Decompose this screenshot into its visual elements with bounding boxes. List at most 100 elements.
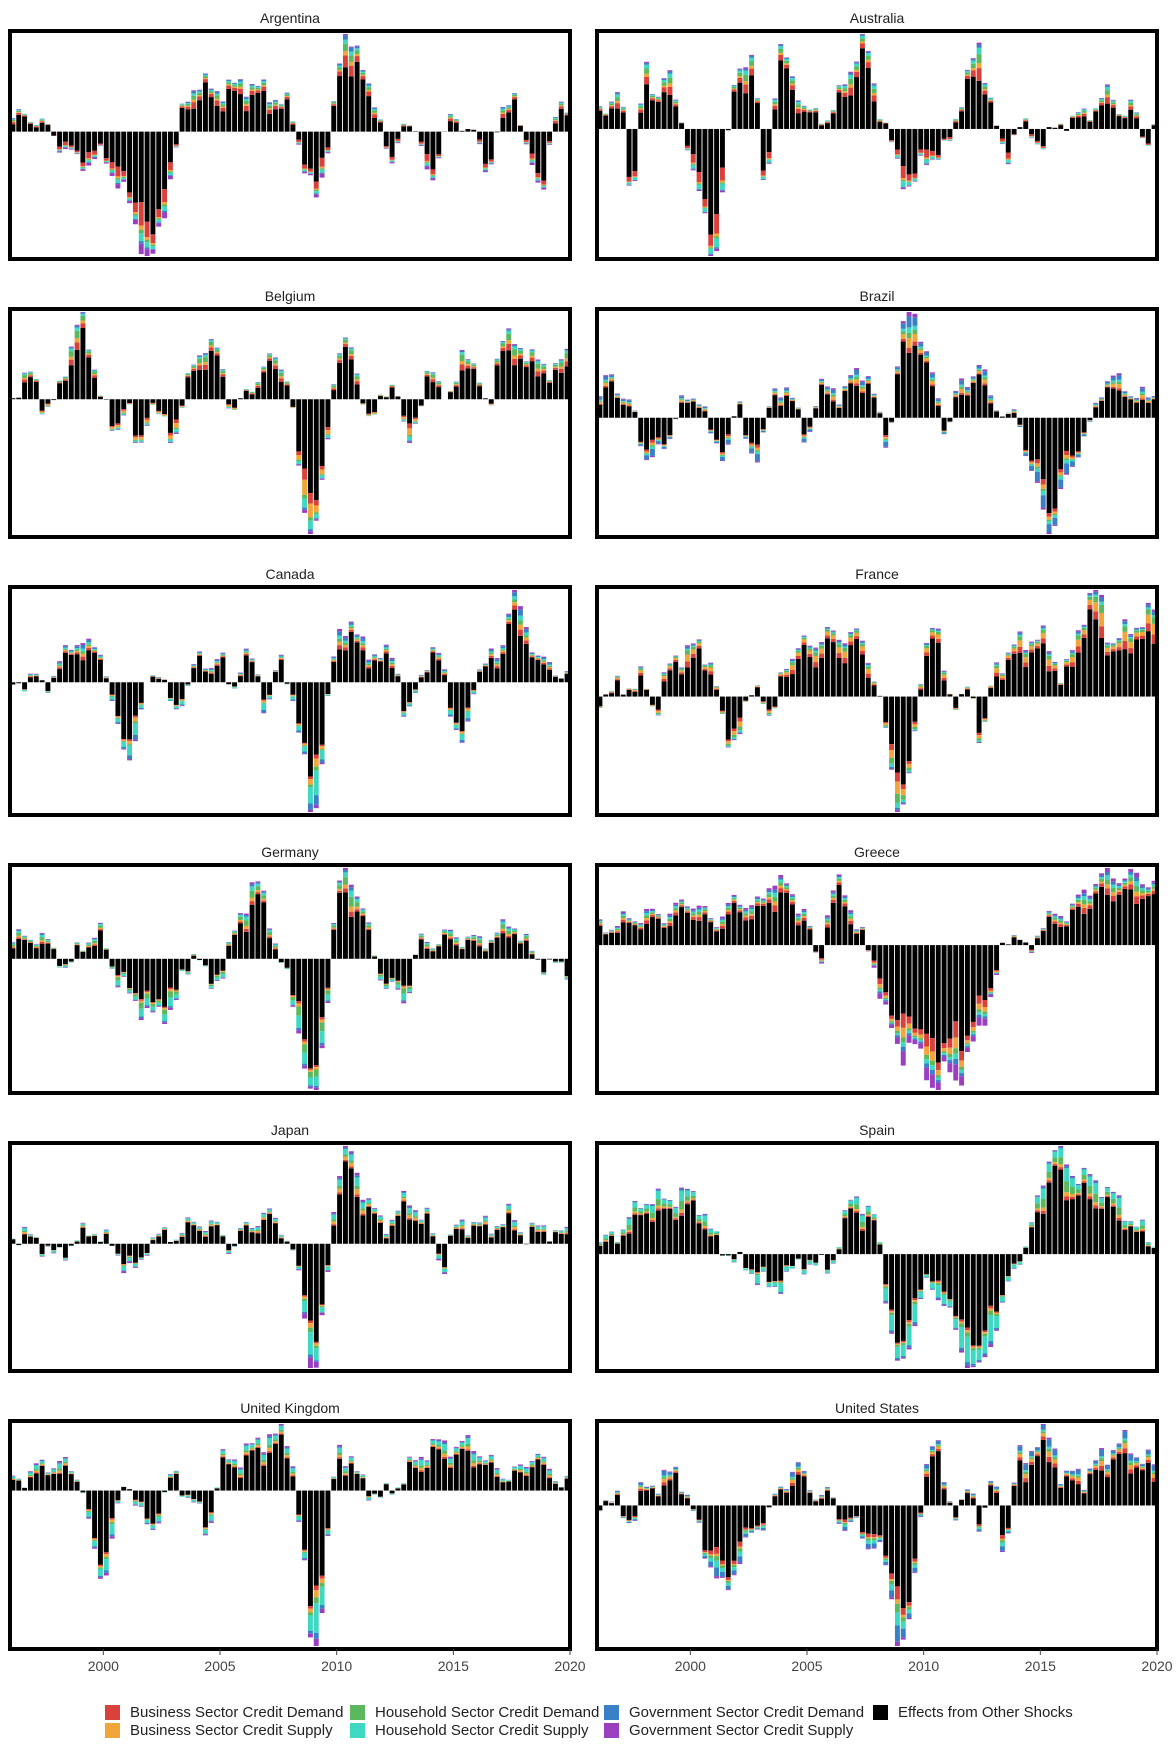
bar-segment-hd (778, 401, 784, 403)
bar-segment-hd (795, 104, 801, 108)
bar-segment-ot (197, 100, 203, 132)
bar-segment-hs (918, 346, 924, 349)
bar-segment-bs (918, 349, 924, 353)
bar-segment-gs (819, 962, 825, 964)
bar-segment-hs (661, 924, 667, 926)
bar-segment-hs (337, 635, 343, 639)
bar-segment-gs (690, 908, 696, 911)
bar-segment-bs (232, 408, 238, 410)
bar-segment-bd (552, 367, 558, 370)
bar-segment-bd (953, 707, 959, 709)
bar-segment-hs (541, 185, 547, 188)
bar-segment-ot (541, 958, 547, 973)
bar-segment-bs (506, 108, 512, 110)
bar-segment-ot (667, 94, 673, 129)
bar-segment-gd (959, 1073, 965, 1077)
bar-segment-bd (725, 434, 731, 437)
bar-segment-bd (836, 89, 842, 93)
bar-segment-bd (719, 167, 725, 181)
bar-segment-hd (690, 163, 696, 165)
bar-segment-bs (609, 378, 615, 381)
bar-segment-hd (232, 932, 238, 934)
bar-segment-ot (725, 696, 731, 740)
bar-segment-bs (1099, 102, 1105, 104)
bar-segment-bd (900, 784, 906, 790)
bar-segment-ot (383, 397, 389, 400)
bar-segment-bd (261, 86, 267, 91)
bar-segment-hd (772, 391, 778, 393)
bars-canada (10, 590, 570, 812)
bar-segment-bs (883, 723, 889, 726)
bar-segment-ot (1023, 417, 1029, 451)
bar-segment-hs (638, 104, 644, 107)
bar-segment-bs (173, 423, 179, 429)
bar-segment-hs (719, 455, 725, 457)
bar-segment-ot (830, 113, 836, 129)
bar-segment-gs (237, 79, 243, 80)
bar-segment-bs (366, 927, 372, 929)
bar-segment-bd (801, 434, 807, 436)
bar-segment-hd (842, 899, 848, 902)
bar-segment-gs (1064, 472, 1070, 475)
bar-segment-bs (789, 900, 795, 902)
bar-segment-bd (1069, 117, 1075, 118)
bar-segment-gs (331, 656, 337, 658)
bar-segment-gd (906, 1033, 912, 1036)
bar-segment-hs (459, 352, 465, 355)
bar-segment-ot (836, 657, 842, 697)
bar-segment-gd (1093, 403, 1099, 405)
bar-segment-hs (459, 734, 465, 740)
bar-segment-bd (1023, 450, 1029, 452)
bar-segment-ot (929, 386, 935, 418)
bar-segment-bd (976, 732, 982, 736)
bar-segment-hd (918, 1038, 924, 1040)
bar-segment-gd (935, 399, 941, 402)
bar-segment-hs (185, 103, 191, 105)
bar-segment-bs (80, 320, 86, 324)
bar-segment-hs (529, 653, 535, 655)
bar-segment-bd (912, 1028, 918, 1033)
bar-segment-gd (988, 993, 994, 995)
bar-segment-bd (307, 168, 313, 172)
bar-segment-bs (708, 245, 714, 248)
bar-segment-bd (626, 176, 632, 182)
bar-segment-gd (331, 101, 337, 102)
bar-segment-hs (667, 73, 673, 78)
bar-segment-hs (801, 912, 807, 914)
bar-segment-bs (772, 707, 778, 708)
bar-segment-bs (929, 632, 935, 636)
bar-segment-gs (1104, 642, 1110, 644)
bar-segment-hd (737, 907, 743, 910)
bar-segment-bd (115, 423, 121, 426)
bar-segment-hd (162, 204, 168, 207)
bar-segment-bs (754, 686, 760, 687)
bar-segment-bd (1023, 662, 1029, 668)
bar-segment-hs (167, 172, 173, 176)
bar-segment-gs (418, 145, 424, 146)
bar-segment-gd (1110, 100, 1116, 101)
bar-segment-hd (418, 935, 424, 938)
bar-segment-hs (649, 94, 655, 96)
bar-segment-ot (597, 696, 603, 707)
bar-segment-gs (127, 1261, 133, 1264)
bar-segment-gd (824, 627, 830, 629)
bar-segment-bs (906, 180, 912, 182)
bar-segment-hs (1029, 136, 1035, 138)
bar-segment-hd (97, 657, 103, 658)
bar-segment-gs (109, 173, 115, 176)
bar-segment-gs (655, 914, 661, 915)
bar-segment-ot (517, 125, 523, 132)
bar-segment-gs (644, 908, 650, 912)
bar-segment-hd (830, 895, 836, 898)
bar-segment-bd (1058, 684, 1064, 686)
bar-segment-ot (109, 131, 115, 163)
bar-segment-hd (988, 992, 994, 993)
bar-segment-ot (319, 958, 325, 1018)
bar-segment-gd (801, 910, 807, 913)
bar-segment-ot (807, 417, 813, 427)
bar-segment-bs (964, 392, 970, 395)
bar-segment-hd (772, 101, 778, 105)
bar-segment-gd (988, 396, 994, 399)
bar-segment-bs (500, 650, 506, 653)
bar-segment-bs (80, 166, 86, 167)
